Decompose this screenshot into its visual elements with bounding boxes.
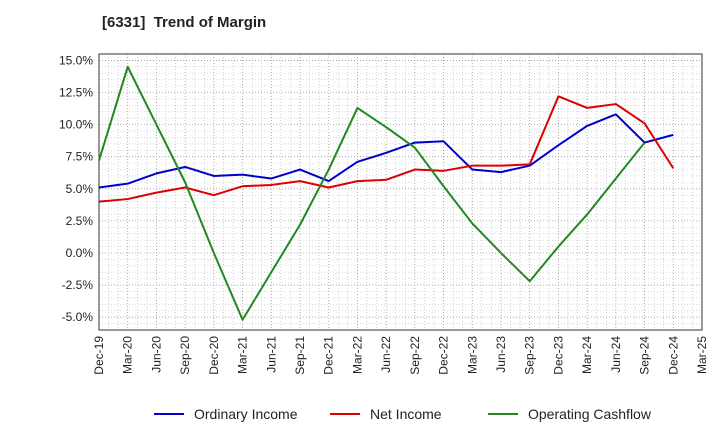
- x-tick-labels: Dec-19 Mar-20 Jun-20 Sep-20 Dec-20 Mar-21 Jun-…: [92, 336, 709, 375]
- legend-label: Operating Cashflow: [528, 406, 651, 422]
- y-tick-labels: 15.0% 12.5% 10.0% 7.5% 5.0% 2.5% 0.0% -2.5% -5.0…: [59, 53, 93, 324]
- axis-layer: [98, 53, 703, 331]
- y-tick-label: 0.0%: [66, 246, 94, 260]
- series-line-net-income: [98, 95, 675, 203]
- legend-swatch: [330, 413, 360, 415]
- legend-label: Net Income: [370, 406, 442, 422]
- y-tick-label: 12.5%: [59, 86, 93, 100]
- plot-frame: [98, 53, 703, 331]
- y-tick-label: -5.0%: [62, 310, 94, 324]
- x-tick-label: Dec-22: [437, 336, 451, 375]
- y-tick-label: -2.5%: [62, 278, 94, 292]
- legend-item: Ordinary Income: [154, 402, 297, 426]
- x-tick-label: Mar-20: [121, 336, 135, 374]
- x-tick-label: Jun-20: [149, 336, 163, 373]
- x-tick-label: Mar-21: [236, 336, 250, 374]
- x-tick-label: Sep-20: [178, 336, 192, 375]
- series-line-ordinary-income: [98, 113, 674, 189]
- legend-item: Net Income: [330, 402, 442, 426]
- x-tick-label: Dec-19: [92, 336, 106, 375]
- legend-swatch: [154, 413, 184, 415]
- x-tick-label: Mar-24: [580, 336, 594, 374]
- y-tick-label: 2.5%: [66, 214, 94, 228]
- x-tick-label: Mar-23: [465, 336, 479, 374]
- x-tick-label: Dec-20: [207, 336, 221, 375]
- x-tick-label: Sep-22: [408, 336, 422, 375]
- x-tick-label: Jun-23: [494, 336, 508, 373]
- legend-item: Operating Cashflow: [488, 402, 651, 426]
- y-tick-label: 10.0%: [59, 118, 93, 132]
- x-tick-label: Sep-24: [638, 336, 652, 375]
- series-line-operating-cashflow: [98, 65, 646, 321]
- x-tick-label: Dec-23: [551, 336, 565, 375]
- series-layer: [98, 65, 675, 321]
- y-tick-label: 5.0%: [66, 182, 94, 196]
- x-tick-label: Mar-25: [695, 336, 709, 374]
- x-tick-label: Jun-22: [379, 336, 393, 373]
- legend: Ordinary Income Net Income Operating Cashf…: [0, 402, 720, 426]
- x-tick-label: Dec-24: [666, 336, 680, 375]
- x-tick-label: Mar-22: [350, 336, 364, 374]
- y-tick-label: 7.5%: [66, 150, 94, 164]
- legend-label: Ordinary Income: [194, 406, 298, 422]
- x-tick-label: Sep-21: [293, 336, 307, 375]
- x-tick-label: Jun-24: [609, 336, 623, 373]
- legend-swatch: [488, 413, 518, 415]
- y-tick-label: 15.0%: [59, 53, 93, 67]
- chart-title: [6331] Trend of Margin: [102, 14, 267, 31]
- x-tick-label: Sep-23: [523, 336, 537, 375]
- x-tick-label: Jun-21: [264, 336, 278, 373]
- x-tick-label: Dec-21: [322, 336, 336, 375]
